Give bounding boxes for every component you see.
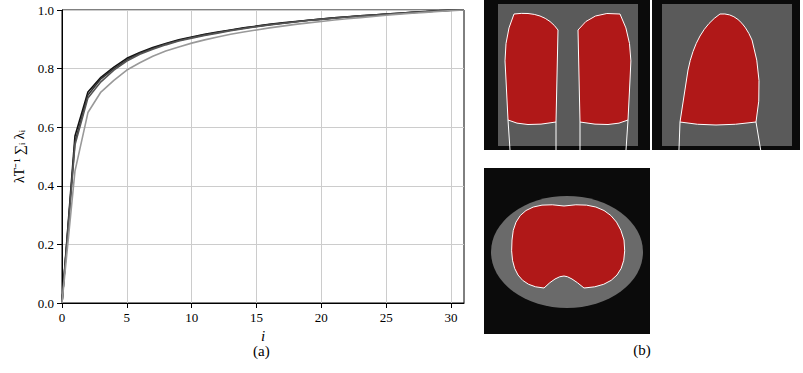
svg-text:20: 20	[315, 310, 328, 325]
svg-text:0.6: 0.6	[38, 120, 55, 135]
svg-text:15: 15	[250, 310, 263, 325]
html-text:(b): (b)	[633, 342, 651, 358]
svg-text:λT⁻¹ ∑ᵢ λᵢ: λT⁻¹ ∑ᵢ λᵢ	[12, 129, 27, 183]
svg-text:(a): (a)	[253, 343, 270, 360]
svg-text:5: 5	[124, 310, 131, 325]
svg-text:i: i	[261, 328, 265, 344]
svg-text:0: 0	[59, 310, 66, 325]
svg-text:10: 10	[185, 310, 198, 325]
svg-text:0.8: 0.8	[38, 61, 54, 76]
svg-text:0.0: 0.0	[38, 296, 54, 311]
svg-text:0.2: 0.2	[38, 237, 54, 252]
svg-text:25: 25	[380, 310, 393, 325]
svg-text:0.4: 0.4	[38, 178, 55, 193]
svg-text:1.0: 1.0	[38, 3, 54, 18]
svg-text:30: 30	[445, 310, 458, 325]
